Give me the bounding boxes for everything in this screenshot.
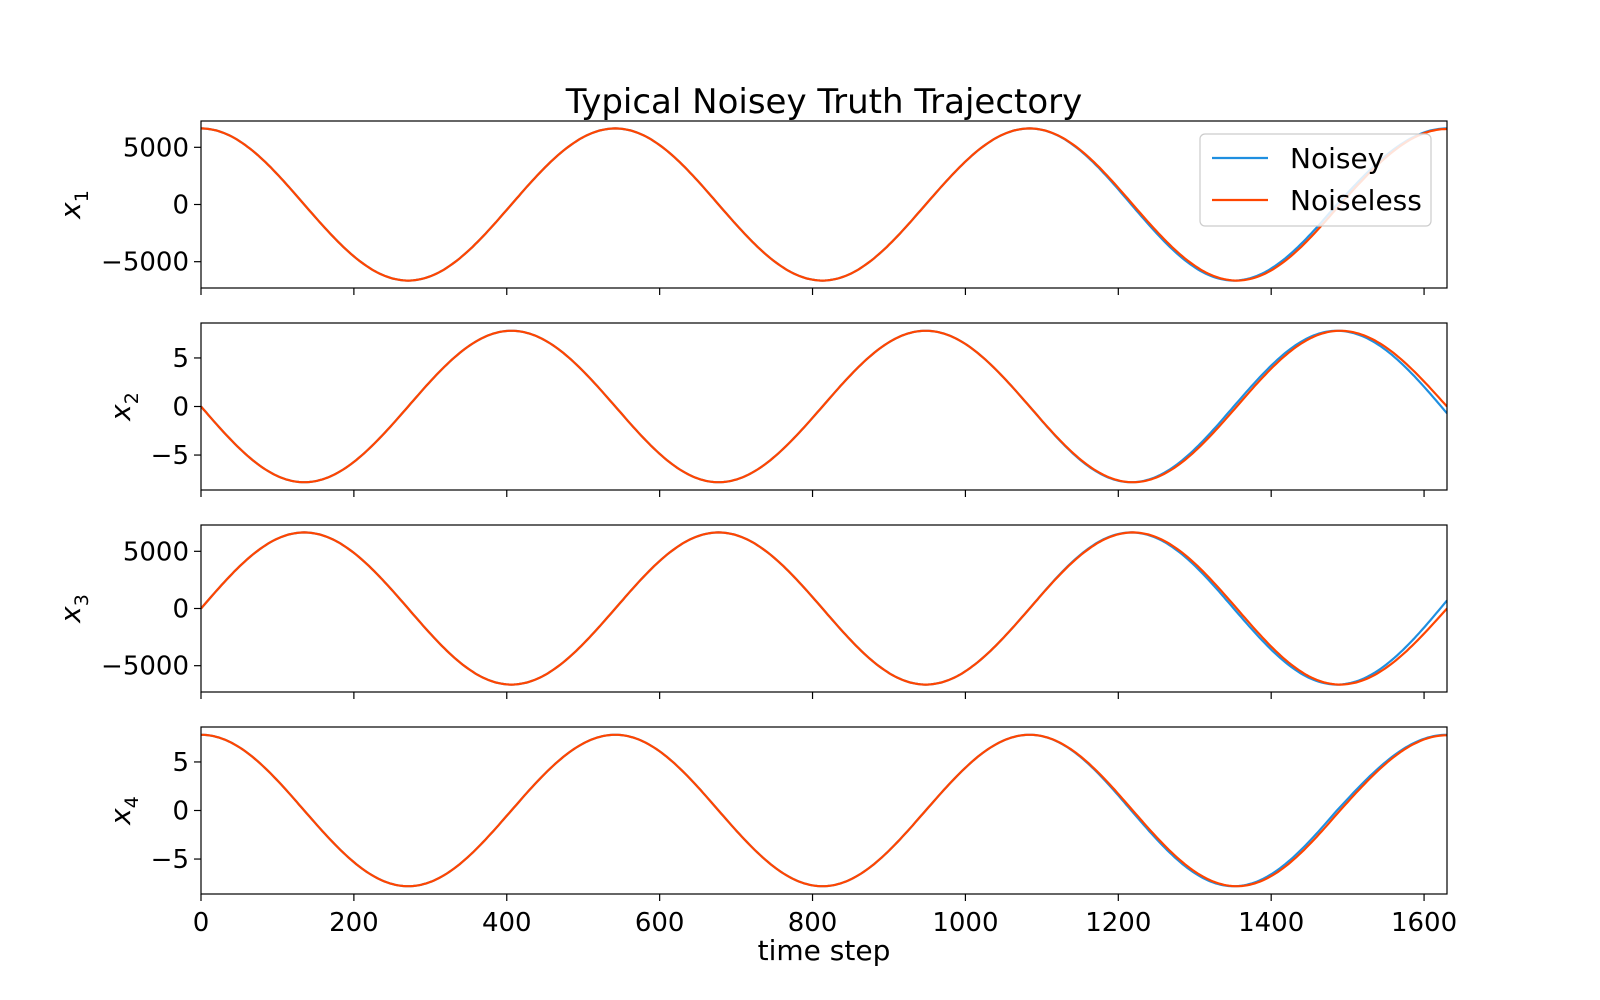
legend-label-noisey: Noisey (1290, 142, 1384, 175)
chart-title: Typical Noisey Truth Trajectory (565, 82, 1083, 122)
x-tick-label: 600 (635, 908, 685, 938)
y-tick-label: 5 (172, 344, 189, 374)
series-line-noiseless-x3 (201, 531, 1447, 686)
subplot-4: 5 0 −5 0 200 400 600 800 1000 1200 1400 1600 x4 (104, 726, 1457, 938)
x-tick-label: 0 (193, 908, 210, 938)
y-tick-label: 0 (172, 797, 189, 827)
x-tick-label: 1000 (932, 908, 998, 938)
legend-label-noiseless: Noiseless (1290, 184, 1422, 217)
x-tick-label: 200 (329, 908, 379, 938)
subplot-3: 5000 0 −5000 x3 (54, 524, 1448, 699)
y-tick-label: −5000 (101, 248, 189, 278)
y-axis-label-x4: x4 (104, 796, 143, 826)
y-tick-label: 0 (172, 191, 189, 221)
series-line-noiseless-x1 (201, 127, 1447, 282)
y-axis-label-x3: x3 (54, 594, 93, 624)
x-tick-label: 1200 (1085, 908, 1151, 938)
series-line-noiseless-x4 (201, 733, 1447, 888)
x-tick-label: 800 (788, 908, 838, 938)
y-tick-label: 0 (172, 393, 189, 423)
x-tick-label: 1600 (1391, 908, 1457, 938)
legend: Noisey Noiseless (1199, 133, 1432, 227)
subplot-1: 5000 0 −5000 x1 Noisey Noiseless (54, 120, 1448, 295)
x-tick-label: 1400 (1238, 908, 1304, 938)
x-tick-label: 400 (482, 908, 532, 938)
y-tick-label: −5 (151, 845, 189, 875)
y-tick-label: 5000 (123, 537, 189, 567)
y-tick-label: −5000 (101, 652, 189, 682)
subplot-panels: 5000 0 −5000 x1 Noisey Noiseless 5 0 −5 x2 5000 0 −5… (54, 120, 1457, 938)
x-axis-label: time step (758, 934, 891, 967)
y-tick-label: −5 (151, 441, 189, 471)
y-tick-label: 0 (172, 595, 189, 625)
subplot-2: 5 0 −5 x2 (104, 322, 1448, 497)
y-axis-label-x1: x1 (54, 190, 93, 220)
y-axis-label-x2: x2 (104, 392, 143, 422)
series-line-noiseless-x2 (201, 329, 1447, 484)
y-tick-label: 5 (172, 748, 189, 778)
y-tick-label: 5000 (123, 133, 189, 163)
